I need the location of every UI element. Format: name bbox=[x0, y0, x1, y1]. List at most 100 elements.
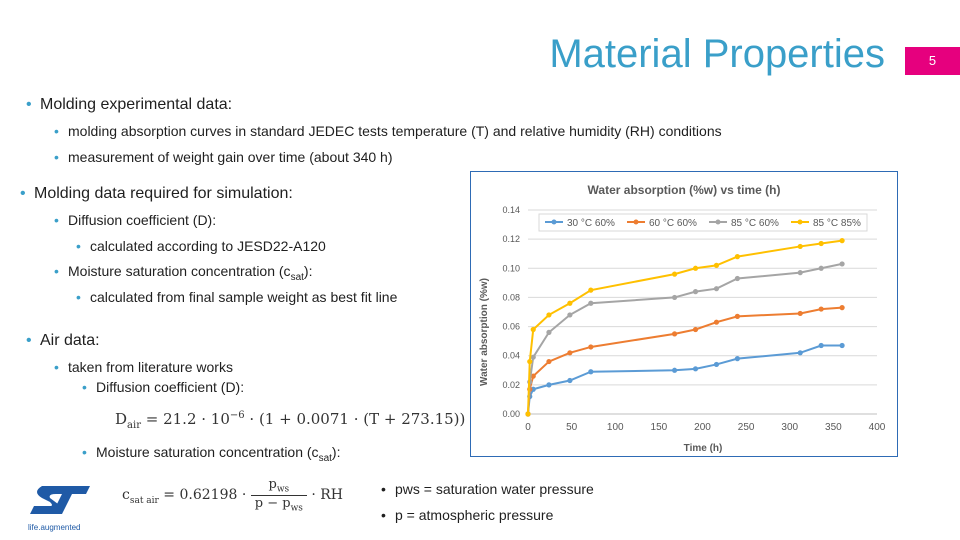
bullet-text: Molding data required for simulation: bbox=[34, 185, 293, 202]
data-point bbox=[713, 262, 720, 268]
x-tick-label: 150 bbox=[651, 422, 668, 433]
st-logo-icon bbox=[30, 486, 90, 514]
data-point bbox=[818, 306, 824, 312]
data-point bbox=[692, 265, 699, 271]
legend-label: 85 °C 85% bbox=[813, 218, 861, 229]
formula-text: · RH bbox=[311, 487, 343, 504]
water-absorption-chart: Water absorption (%w) vs time (h) Time (… bbox=[470, 171, 898, 457]
x-tick-label: 200 bbox=[694, 422, 711, 433]
data-point bbox=[567, 312, 573, 318]
x-tick-label: 300 bbox=[781, 422, 798, 433]
st-logo: life.augmented bbox=[28, 482, 92, 532]
legend-label: 60 °C 60% bbox=[649, 218, 697, 229]
data-point bbox=[527, 358, 533, 365]
x-tick-label: 350 bbox=[825, 422, 842, 433]
data-point bbox=[839, 261, 845, 267]
data-point bbox=[818, 240, 824, 247]
formula-text: p bbox=[268, 477, 277, 492]
formula-text: · (1 + 0.0071 · (T + 273.15)) bbox=[244, 410, 466, 428]
bullet-text: Diffusion coefficient (D): bbox=[96, 379, 245, 395]
y-tick-label: 0.02 bbox=[502, 380, 520, 390]
bullet-absorption-curves: • molding absorption curves in standard J… bbox=[54, 123, 722, 139]
data-point bbox=[797, 270, 803, 276]
bullet-subscript: sat bbox=[290, 271, 304, 283]
bullet-text: calculated according to JESD22-A120 bbox=[90, 238, 326, 254]
data-point bbox=[797, 243, 803, 250]
y-tick-label: 0.06 bbox=[502, 322, 520, 332]
data-point bbox=[525, 411, 531, 417]
formula-text: p − p bbox=[254, 495, 291, 511]
data-point bbox=[734, 356, 740, 362]
bullet-text: Moisture saturation concentration (c bbox=[68, 263, 291, 279]
chart-x-axis-label: Time (h) bbox=[684, 443, 723, 454]
x-tick-label: 50 bbox=[566, 422, 578, 433]
bullet-text: Molding experimental data: bbox=[40, 96, 233, 113]
formula-subscript: air bbox=[127, 420, 141, 431]
formula-fraction: pws p − pws bbox=[250, 477, 307, 514]
x-tick-label: 250 bbox=[738, 422, 755, 433]
y-tick-label: 0.04 bbox=[502, 351, 520, 361]
data-point bbox=[713, 286, 720, 292]
data-point bbox=[567, 300, 573, 306]
fraction-numerator: pws bbox=[250, 477, 307, 496]
data-point bbox=[671, 294, 678, 301]
bullet-air-data: • Air data: bbox=[26, 332, 100, 349]
bullet-text: ): bbox=[303, 263, 313, 279]
data-point bbox=[546, 312, 552, 318]
data-point bbox=[839, 238, 845, 244]
data-point bbox=[713, 319, 720, 325]
data-point bbox=[734, 313, 740, 319]
data-point bbox=[671, 367, 678, 373]
legend-swatch-marker bbox=[551, 219, 557, 225]
data-point bbox=[546, 382, 552, 388]
series-line bbox=[527, 262, 843, 415]
data-point bbox=[588, 287, 594, 293]
page-number: 5 bbox=[928, 53, 937, 68]
data-point bbox=[818, 342, 824, 349]
y-tick-label: 0.10 bbox=[502, 263, 520, 273]
chart-svg: Water absorption (%w) vs time (h) Time (… bbox=[479, 183, 886, 454]
bullet-air-moisture: • Moisture saturation concentration (csat… bbox=[82, 444, 341, 464]
bullet-text: calculated from final sample weight as b… bbox=[90, 289, 398, 305]
data-point bbox=[797, 350, 803, 356]
bullet-text: taken from literature works bbox=[68, 359, 233, 375]
bullet-moisture-calc: • calculated from final sample weight as … bbox=[76, 289, 398, 305]
bullet-subscript: sat bbox=[318, 452, 332, 464]
formula-subscript: sat air bbox=[129, 495, 159, 506]
data-point bbox=[588, 344, 594, 350]
legend-swatch-marker bbox=[633, 219, 639, 225]
formula-subscript: ws bbox=[276, 484, 290, 495]
data-point bbox=[588, 300, 594, 306]
data-point bbox=[530, 373, 536, 379]
formula-d-air: Dair = 21.2 · 10−6 · (1 + 0.0071 · (T + … bbox=[115, 410, 465, 431]
chart-title: Water absorption (%w) vs time (h) bbox=[588, 183, 781, 197]
x-tick-label: 100 bbox=[607, 422, 624, 433]
x-tick-label: 400 bbox=[869, 422, 886, 433]
bullet-text: ): bbox=[331, 444, 341, 460]
data-point bbox=[713, 361, 720, 368]
bullet-weight-gain: • measurement of weight gain over time (a… bbox=[54, 149, 393, 165]
series-line bbox=[527, 239, 843, 415]
data-point bbox=[839, 342, 845, 349]
bullet-molding-experimental: • Molding experimental data: bbox=[26, 96, 233, 113]
y-tick-label: 0.08 bbox=[502, 292, 520, 302]
data-point bbox=[567, 350, 573, 356]
legend-swatch-marker bbox=[797, 219, 803, 225]
data-point bbox=[692, 289, 699, 295]
formula-symbol: D bbox=[115, 410, 128, 428]
bullet-moisture-sat: • Moisture saturation concentration (csat… bbox=[54, 263, 313, 283]
data-point bbox=[567, 377, 573, 384]
chart-y-axis-label: Water absorption (%w) bbox=[479, 278, 490, 386]
x-tick-label: 0 bbox=[525, 422, 531, 433]
data-point bbox=[530, 354, 536, 360]
bullet-text: Air data: bbox=[40, 332, 100, 349]
bullet-literature: • taken from literature works bbox=[54, 359, 233, 375]
bullet-air-diffusion: • Diffusion coefficient (D): bbox=[82, 379, 245, 395]
fraction-denominator: p − pws bbox=[251, 496, 307, 514]
bullet-p: • p = atmospheric pressure bbox=[381, 507, 554, 523]
y-tick-label: 0.12 bbox=[502, 234, 520, 244]
y-tick-label: 0.14 bbox=[502, 205, 520, 215]
data-point bbox=[546, 358, 552, 365]
data-point bbox=[734, 254, 740, 260]
data-point bbox=[734, 275, 740, 282]
